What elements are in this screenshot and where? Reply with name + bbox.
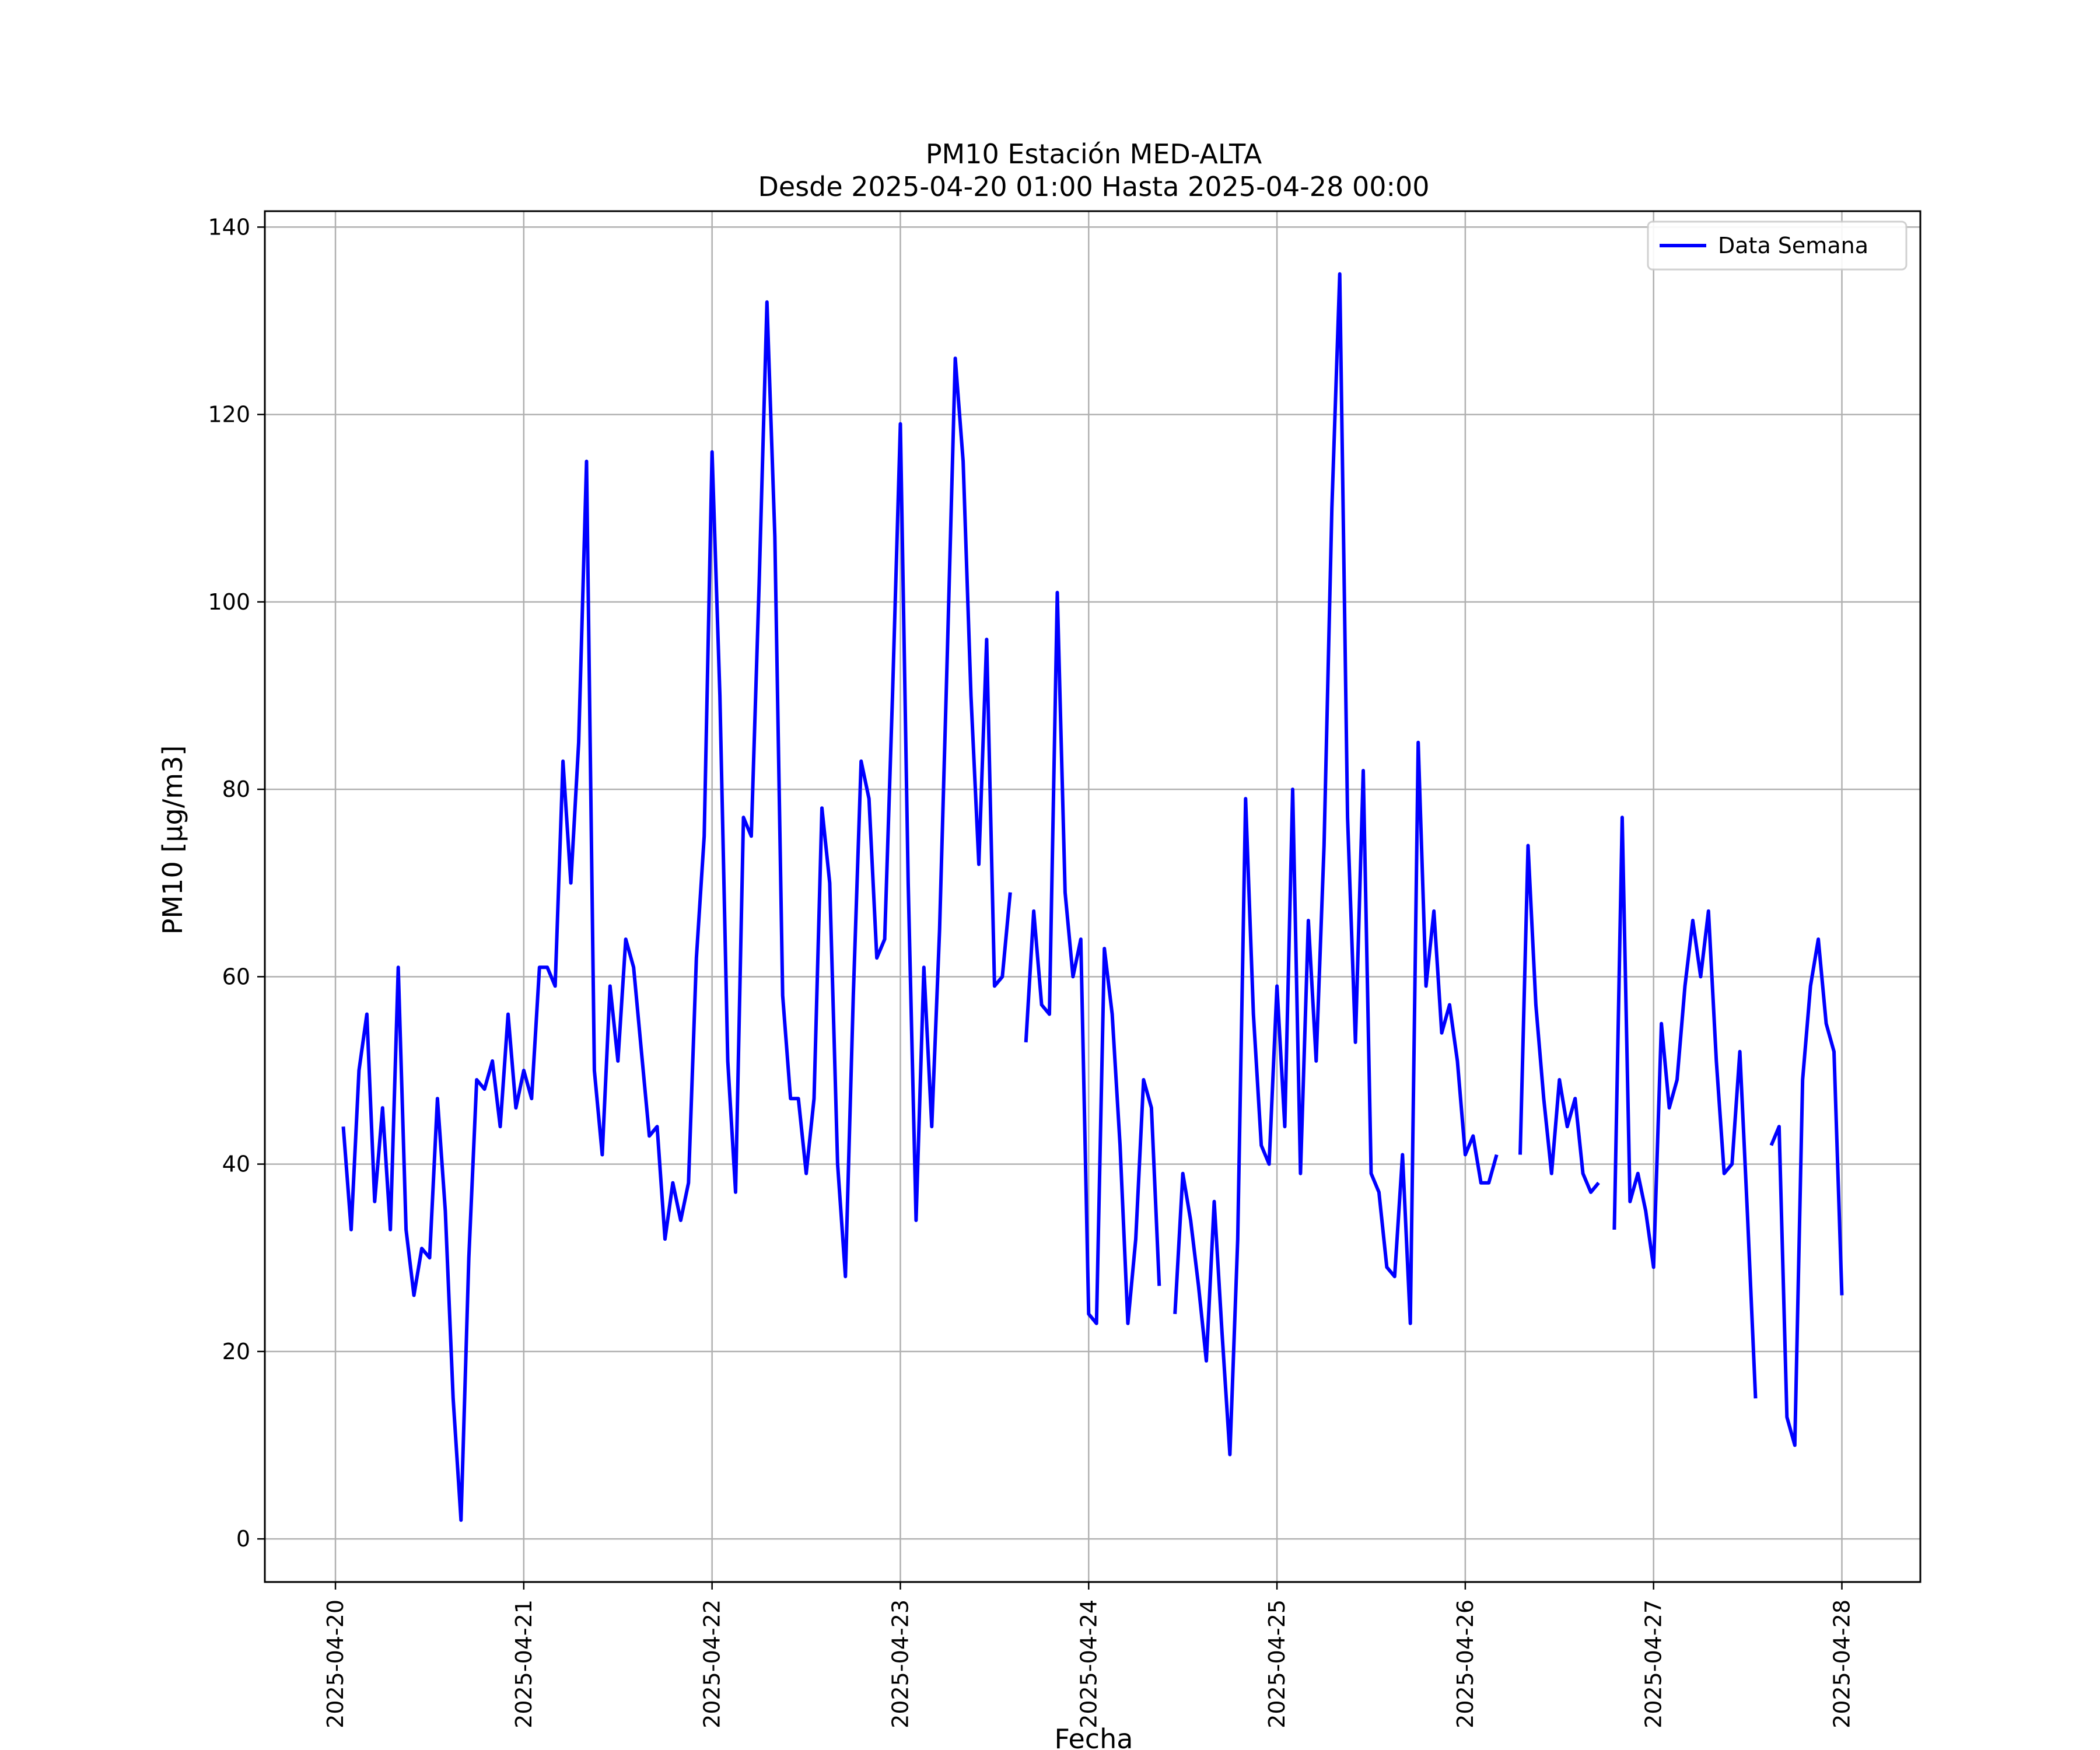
y-tick-label: 0 <box>236 1526 250 1552</box>
y-tick-label: 80 <box>222 776 250 802</box>
series-line-segment <box>341 300 1012 1522</box>
series-line-segment <box>1173 272 1499 1457</box>
series-line-segment <box>1612 816 1758 1399</box>
grid <box>265 211 1920 1582</box>
x-tick-label: 2025-04-22 <box>699 1600 725 1728</box>
series-line-segment <box>1024 590 1161 1325</box>
axes <box>264 210 1922 1583</box>
x-axis-label: Fecha <box>1055 1723 1133 1750</box>
y-axis-label: PM10 [μg/m3] <box>157 746 188 935</box>
x-axis-ticks: 2025-04-20 2025-04-21 2025-04-22 2025-04-23… <box>323 1582 1854 1728</box>
y-tick-label: 60 <box>222 964 250 989</box>
x-tick-label: 2025-04-27 <box>1641 1600 1667 1728</box>
y-tick-label: 100 <box>208 589 250 615</box>
legend-label-data-semana: Data Semana <box>1718 233 1868 258</box>
y-tick-label: 140 <box>208 214 250 240</box>
x-tick-label: 2025-04-20 <box>323 1600 348 1728</box>
chart-title: PM10 Estación MED-ALTA <box>926 138 1262 170</box>
legend: Data Semana <box>1647 220 1908 271</box>
x-tick-label: 2025-04-23 <box>887 1600 913 1728</box>
legend-box <box>1647 220 1908 271</box>
chart-subtitle: Desde 2025-04-20 01:00 Hasta 2025-04-28 … <box>758 171 1429 202</box>
x-tick-label: 2025-04-21 <box>511 1600 537 1728</box>
plot-frame <box>264 210 1922 1583</box>
series-line-segment <box>1518 844 1600 1194</box>
data-series-lines <box>341 272 1844 1522</box>
x-tick-label: 2025-04-28 <box>1829 1600 1854 1728</box>
x-tick-label: 2025-04-24 <box>1076 1600 1101 1728</box>
x-tick-label: 2025-04-26 <box>1452 1600 1478 1728</box>
series-line-segment <box>1769 937 1844 1447</box>
x-tick-label: 2025-04-25 <box>1264 1600 1290 1728</box>
y-axis-ticks: 0 20 40 60 80 100 120 140 <box>208 214 265 1552</box>
y-tick-label: 40 <box>222 1152 250 1177</box>
y-tick-label: 120 <box>208 402 250 428</box>
y-tick-label: 20 <box>222 1339 250 1364</box>
